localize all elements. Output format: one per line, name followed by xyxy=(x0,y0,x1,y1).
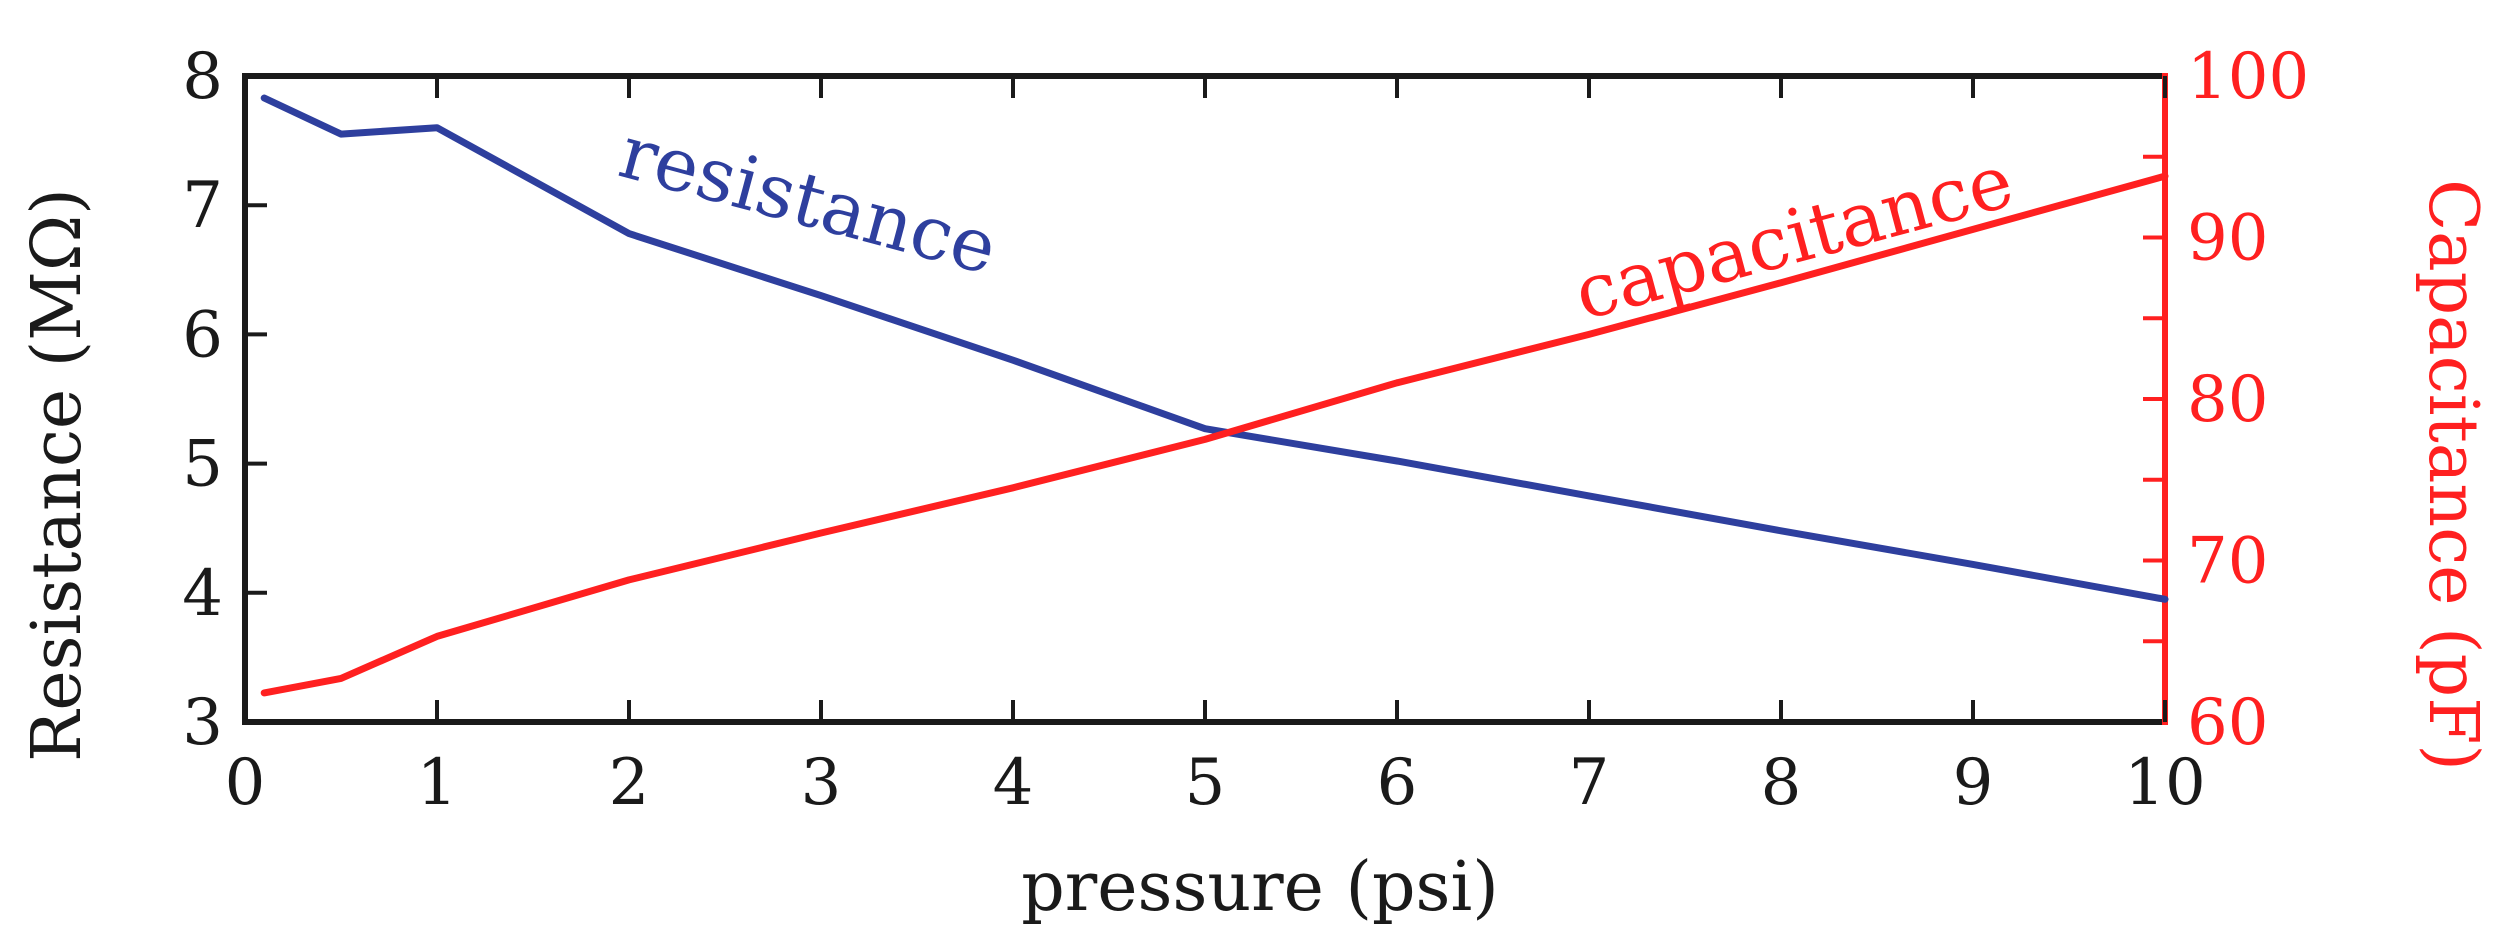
x-tick-label: 4 xyxy=(993,746,1034,820)
x-tick-label: 0 xyxy=(225,746,266,820)
series-line-resistance xyxy=(260,94,2169,603)
left-y-axis-ticks: 3 4 5 6 7 8 xyxy=(182,40,267,760)
right-y-tick-label: 80 xyxy=(2187,363,2268,437)
x-tick-label: 2 xyxy=(609,746,650,820)
x-tick-label: 10 xyxy=(2124,746,2205,820)
x-tick-label: 1 xyxy=(417,746,458,820)
right-y-axis-ticks: 60 70 80 90 100 xyxy=(2143,40,2309,760)
x-tick-label: 9 xyxy=(1953,746,1994,820)
right-y-axis-title: Capacitance (pF) xyxy=(2413,179,2492,771)
right-y-tick-label: 90 xyxy=(2187,202,2268,276)
left-y-tick-label: 8 xyxy=(182,40,223,114)
left-y-axis-title: Resistance (MΩ) xyxy=(18,188,97,762)
series-label-capacitance: capacitance xyxy=(1566,138,2022,337)
x-tick-label: 3 xyxy=(801,746,842,820)
left-y-tick-label: 4 xyxy=(182,557,223,631)
right-y-tick-label: 100 xyxy=(2187,40,2309,114)
x-axis-title: pressure (psi) xyxy=(1021,848,1498,927)
x-tick-label: 6 xyxy=(1377,746,1418,820)
right-y-tick-label: 60 xyxy=(2187,686,2268,760)
right-y-tick-label: 70 xyxy=(2187,525,2268,599)
series-label-resistance: resistance xyxy=(611,109,1006,292)
left-y-tick-label: 3 xyxy=(182,686,223,760)
series-layer xyxy=(260,94,2169,697)
x-tick-label: 5 xyxy=(1185,746,1226,820)
x-tick-label: 8 xyxy=(1761,746,1802,820)
x-tick-label: 7 xyxy=(1569,746,1610,820)
x-axis-ticks: 0 1 2 3 4 5 6 7 8 9 10 xyxy=(225,76,2206,820)
series-line-capacitance xyxy=(260,172,2169,697)
left-y-tick-label: 7 xyxy=(182,169,223,243)
left-y-tick-label: 6 xyxy=(182,298,223,372)
left-y-tick-label: 5 xyxy=(182,428,223,502)
